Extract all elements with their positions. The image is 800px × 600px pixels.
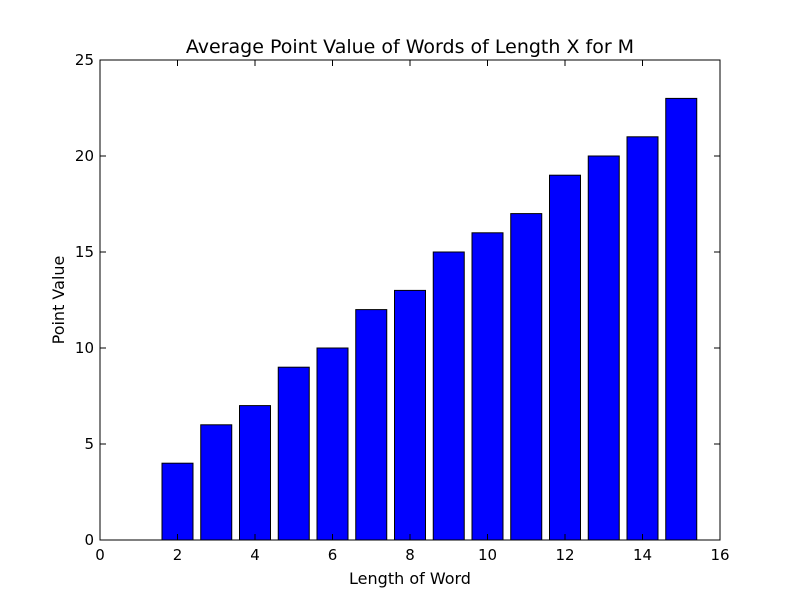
chart-title: Average Point Value of Words of Length X…: [186, 36, 634, 58]
bar-length-2: [161, 462, 194, 541]
bar-length-7: [355, 309, 388, 541]
bars: [161, 97, 698, 541]
x-tick-label: 16: [710, 546, 729, 564]
bar-length-10: [471, 232, 504, 541]
y-tick-label: 5: [84, 435, 94, 453]
bar-length-9: [432, 251, 465, 541]
bar-length-11: [510, 213, 543, 541]
bar-length-15: [665, 97, 698, 541]
bar-length-12: [549, 174, 581, 541]
bar-length-3: [200, 424, 233, 541]
x-tick-label: 12: [555, 546, 574, 564]
y-tick-label: 15: [75, 243, 94, 261]
x-tick-label: 14: [633, 546, 652, 564]
x-tick-label: 0: [95, 546, 105, 564]
bar-length-13: [587, 155, 620, 541]
bar-length-5: [277, 366, 310, 541]
x-tick-label: 10: [478, 546, 497, 564]
y-tick-label: 0: [84, 531, 94, 549]
axis-ticks: 0 2 4 6 8 10 12 14 16 0 5 10 15 20 25: [75, 51, 730, 564]
x-tick-label: 6: [328, 546, 338, 564]
x-tick-label: 4: [250, 546, 260, 564]
x-tick-label: 2: [173, 546, 183, 564]
bar-length-4: [239, 405, 271, 541]
bar-length-6: [316, 347, 349, 541]
y-tick-label: 10: [75, 339, 94, 357]
x-tick-label: 8: [405, 546, 415, 564]
y-tick-label: 25: [75, 51, 94, 69]
y-axis-title: Point Value: [49, 256, 68, 345]
bar-length-8: [394, 289, 426, 541]
y-tick-label: 20: [75, 147, 94, 165]
bar-length-14: [626, 136, 659, 541]
x-axis-title: Length of Word: [349, 569, 471, 588]
